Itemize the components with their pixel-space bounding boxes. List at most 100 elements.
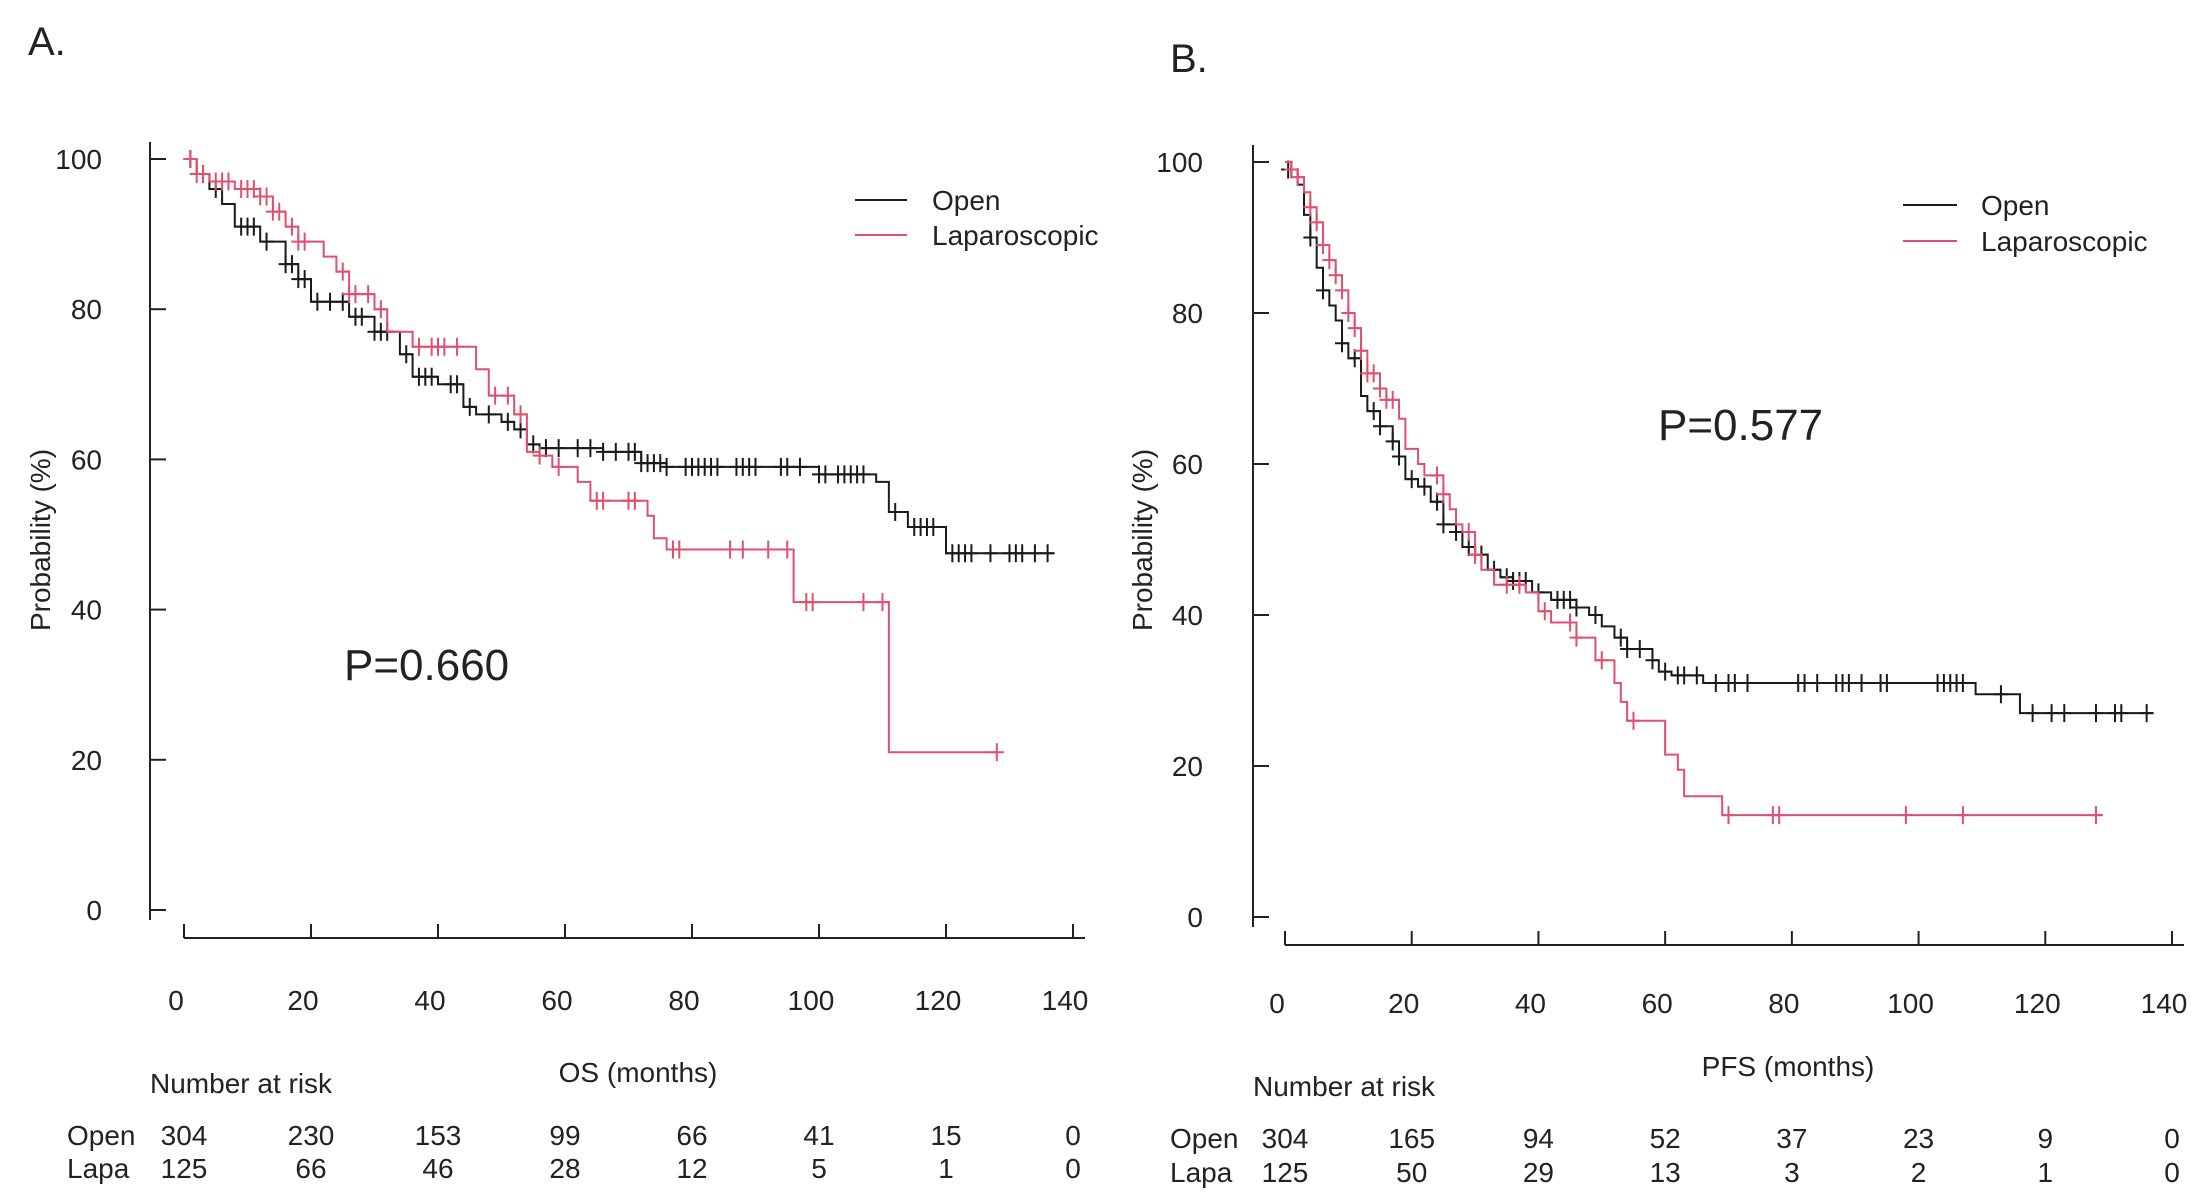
censor-mark: [513, 420, 528, 439]
y-tick-label: 20: [1172, 751, 1203, 782]
censor-mark: [627, 442, 642, 461]
censor-mark: [1040, 544, 1055, 563]
risk-row-label: Open: [1170, 1123, 1239, 1154]
y-tick-label: 80: [71, 294, 102, 325]
censor-mark: [481, 405, 496, 424]
censor-mark: [1677, 666, 1692, 685]
x-tick-label: 20: [287, 985, 318, 1016]
censor-mark: [1309, 213, 1324, 232]
censor-mark: [1499, 575, 1514, 594]
risk-count: 15: [930, 1120, 961, 1151]
censor-mark: [1594, 651, 1609, 670]
censor-mark: [1708, 673, 1723, 692]
censor-mark: [1626, 711, 1641, 730]
censor-mark: [532, 446, 547, 465]
risk-count: 5: [811, 1153, 827, 1184]
censor-mark: [748, 457, 763, 476]
censor-mark: [1328, 266, 1343, 285]
censor-mark: [1563, 590, 1578, 609]
censor-mark: [1569, 598, 1584, 617]
risk-row-label: Open: [67, 1120, 136, 1151]
censor-mark: [875, 593, 890, 612]
censor-mark: [653, 454, 668, 473]
y-tick-label: 40: [71, 595, 102, 626]
censor-mark: [1854, 673, 1869, 692]
censor-mark: [335, 262, 350, 281]
y-tick-label: 0: [1187, 902, 1203, 933]
x-tick-label: 120: [915, 985, 962, 1016]
censor-mark: [373, 300, 388, 319]
censor-mark: [1404, 470, 1419, 489]
censor-mark: [1347, 319, 1362, 338]
censor-mark: [1366, 402, 1381, 421]
censor-mark: [399, 345, 414, 364]
risk-count: 41: [803, 1120, 834, 1151]
censor-mark: [1373, 379, 1388, 398]
censor-mark: [1810, 673, 1825, 692]
censor-mark: [500, 386, 515, 405]
x-tick-label: 0: [1269, 988, 1285, 1019]
censor-mark: [2025, 704, 2040, 723]
censor-mark: [450, 375, 465, 394]
censor-mark: [284, 255, 299, 274]
censor-mark: [1461, 522, 1476, 541]
censor-mark: [1417, 477, 1432, 496]
risk-count: 3: [1784, 1157, 1800, 1188]
censor-mark: [1430, 492, 1445, 511]
censor-mark: [1898, 806, 1913, 825]
censor-mark: [1727, 673, 1742, 692]
censor-mark: [500, 412, 515, 431]
censor-mark: [780, 540, 795, 559]
x-axis-title: OS (months): [559, 1057, 718, 1088]
censor-mark: [1841, 673, 1856, 692]
censor-mark: [348, 285, 363, 304]
survival-curve: [1285, 161, 2103, 817]
y-tick-label: 60: [71, 444, 102, 475]
risk-count: 0: [1065, 1120, 1081, 1151]
censor-mark: [1689, 666, 1704, 685]
risk-count: 0: [2164, 1123, 2180, 1154]
censor-mark: [2044, 704, 2059, 723]
risk-count: 29: [1523, 1157, 1554, 1188]
p-value: P=0.660: [344, 641, 509, 690]
risk-count: 99: [549, 1120, 580, 1151]
risk-table-title: Number at risk: [1253, 1071, 1436, 1102]
risk-count: 28: [549, 1153, 580, 1184]
series-laparoscopic: [183, 150, 1004, 762]
y-axis-title: Probability (%): [25, 449, 56, 631]
censor-mark: [1316, 236, 1331, 255]
censor-mark: [1632, 639, 1647, 658]
risk-count: 37: [1776, 1123, 1807, 1154]
x-tick-label: 60: [1642, 988, 1673, 1019]
censor-mark: [196, 165, 211, 184]
censor-mark: [1347, 349, 1362, 368]
censor-mark: [856, 465, 871, 484]
censor-mark: [1354, 341, 1369, 360]
censor-mark: [1955, 673, 1970, 692]
censor-mark: [310, 292, 325, 311]
censor-mark: [856, 593, 871, 612]
censor-mark: [221, 172, 236, 191]
censor-mark: [411, 337, 426, 356]
risk-count: 304: [161, 1120, 208, 1151]
risk-count: 165: [1388, 1123, 1435, 1154]
risk-count: 153: [415, 1120, 462, 1151]
censor-mark: [1322, 251, 1337, 270]
censor-mark: [710, 457, 725, 476]
censor-mark: [272, 202, 287, 221]
censor-mark: [761, 540, 776, 559]
y-tick-label: 100: [1156, 147, 1203, 178]
censor-mark: [608, 442, 623, 461]
risk-count: 50: [1396, 1157, 1427, 1188]
y-tick-label: 100: [55, 144, 102, 175]
legend-label-laparoscopic: Laparoscopic: [932, 220, 1099, 251]
censor-mark: [780, 457, 795, 476]
censor-mark: [596, 491, 611, 510]
risk-count: 2: [1911, 1157, 1927, 1188]
censor-mark: [183, 150, 198, 168]
censor-mark: [551, 439, 566, 458]
x-tick-label: 40: [414, 985, 445, 1016]
censor-mark: [1027, 544, 1042, 563]
